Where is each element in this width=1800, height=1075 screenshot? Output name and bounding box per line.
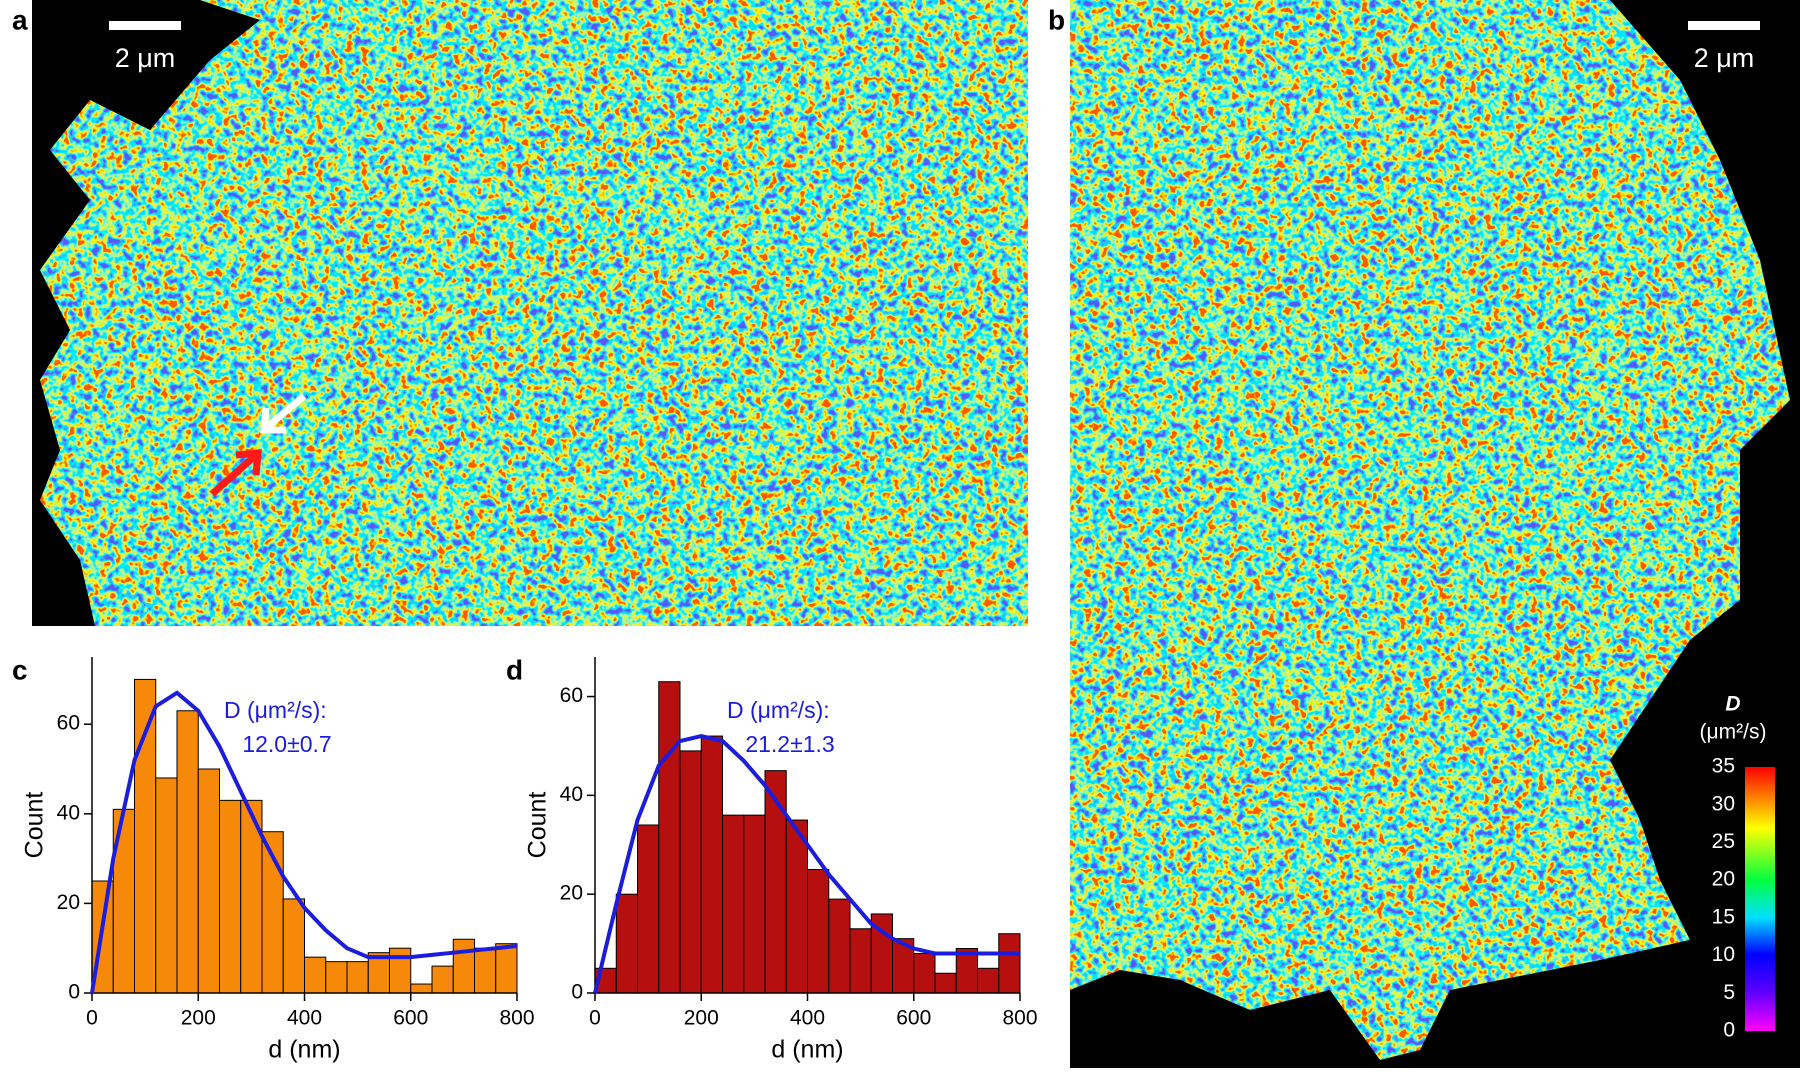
colorbar bbox=[1745, 767, 1775, 1031]
colorbar-tick-label: 20 bbox=[1712, 868, 1735, 891]
bar bbox=[134, 678, 157, 994]
panel-label: c bbox=[12, 654, 28, 685]
bar bbox=[325, 961, 348, 994]
bar bbox=[977, 967, 1000, 994]
y-axis-label: Count bbox=[524, 792, 552, 859]
bar bbox=[998, 933, 1021, 994]
colorbar-tick-label: 5 bbox=[1723, 981, 1735, 1004]
bar bbox=[828, 898, 851, 994]
colorbar-tick-label: 35 bbox=[1712, 755, 1735, 778]
scale-bar bbox=[1688, 21, 1760, 30]
bar bbox=[615, 893, 638, 994]
bar bbox=[176, 710, 199, 994]
colorbar-tick-label: 15 bbox=[1712, 905, 1735, 928]
bar bbox=[743, 814, 766, 994]
bar bbox=[700, 735, 723, 994]
bar bbox=[346, 961, 369, 994]
fit-curve bbox=[593, 734, 1020, 994]
bar bbox=[197, 768, 220, 994]
fit-value: 12.0±0.7 bbox=[242, 731, 331, 757]
y-tick-label: 60 bbox=[560, 684, 583, 707]
x-tick-label: 200 bbox=[684, 1007, 719, 1030]
red-arrow bbox=[209, 449, 262, 497]
bar bbox=[913, 952, 936, 994]
x-tick-label: 400 bbox=[287, 1007, 322, 1030]
x-tick-label: 0 bbox=[589, 1007, 601, 1030]
y-tick-label: 20 bbox=[57, 891, 80, 914]
bar bbox=[807, 868, 830, 994]
bar bbox=[658, 681, 681, 994]
bar bbox=[389, 947, 412, 994]
panel-a: 2 μm bbox=[32, 0, 1028, 626]
bar bbox=[410, 983, 433, 994]
x-tick-label: 800 bbox=[1002, 1007, 1037, 1030]
white-arrow bbox=[260, 393, 307, 434]
fit-curve bbox=[90, 690, 518, 994]
y-tick-label: 0 bbox=[68, 981, 80, 1004]
colorbar-tick-label: 0 bbox=[1723, 1019, 1735, 1042]
x-axis-label: d (nm) bbox=[268, 1036, 340, 1064]
y-tick-label: 20 bbox=[560, 882, 583, 905]
bar bbox=[452, 938, 475, 994]
bar bbox=[764, 770, 787, 994]
colorbar-tick-label: 30 bbox=[1712, 792, 1735, 815]
colorbar-tick-label: 25 bbox=[1712, 830, 1735, 853]
y-tick-label: 40 bbox=[560, 783, 583, 806]
fit-annotation: D (μm²/s): bbox=[224, 697, 327, 723]
panel-label: d bbox=[506, 654, 523, 685]
x-tick-label: 0 bbox=[86, 1007, 98, 1030]
y-axis-label: Count bbox=[21, 792, 49, 859]
bar bbox=[637, 824, 660, 994]
x-tick-label: 600 bbox=[896, 1007, 931, 1030]
y-tick-label: 40 bbox=[57, 801, 80, 824]
panel-label: b bbox=[1048, 4, 1065, 35]
colorbar-tick-label: 10 bbox=[1712, 943, 1735, 966]
fit-annotation: D (μm²/s): bbox=[727, 697, 830, 723]
x-tick-label: 200 bbox=[181, 1007, 216, 1030]
x-tick-label: 800 bbox=[499, 1007, 534, 1030]
bar bbox=[934, 972, 957, 994]
diffusion-map bbox=[40, 0, 1028, 626]
panel-label: a bbox=[12, 4, 28, 35]
colorbar-unit: (μm²/s) bbox=[1700, 721, 1767, 744]
bar bbox=[219, 799, 242, 994]
y-tick-label: 0 bbox=[571, 981, 583, 1004]
bar bbox=[282, 898, 305, 994]
x-axis-label: d (nm) bbox=[771, 1036, 843, 1064]
fit-value: 21.2±1.3 bbox=[745, 731, 834, 757]
x-tick-label: 600 bbox=[393, 1007, 428, 1030]
scale-bar bbox=[109, 21, 181, 30]
scale-bar-label: 2 μm bbox=[115, 43, 176, 73]
y-tick-label: 60 bbox=[57, 712, 80, 735]
bar bbox=[304, 956, 327, 994]
bar bbox=[155, 777, 178, 994]
x-tick-label: 400 bbox=[790, 1007, 825, 1030]
bar bbox=[849, 928, 872, 994]
panel-b: 2 μm bbox=[1070, 0, 1800, 1068]
colorbar-title: D bbox=[1725, 693, 1740, 716]
bar bbox=[722, 814, 745, 994]
scale-bar-label: 2 μm bbox=[1694, 43, 1755, 73]
bar bbox=[431, 965, 454, 994]
bar bbox=[495, 943, 518, 994]
bar bbox=[679, 750, 702, 994]
bar bbox=[474, 947, 497, 994]
bar bbox=[785, 819, 808, 994]
